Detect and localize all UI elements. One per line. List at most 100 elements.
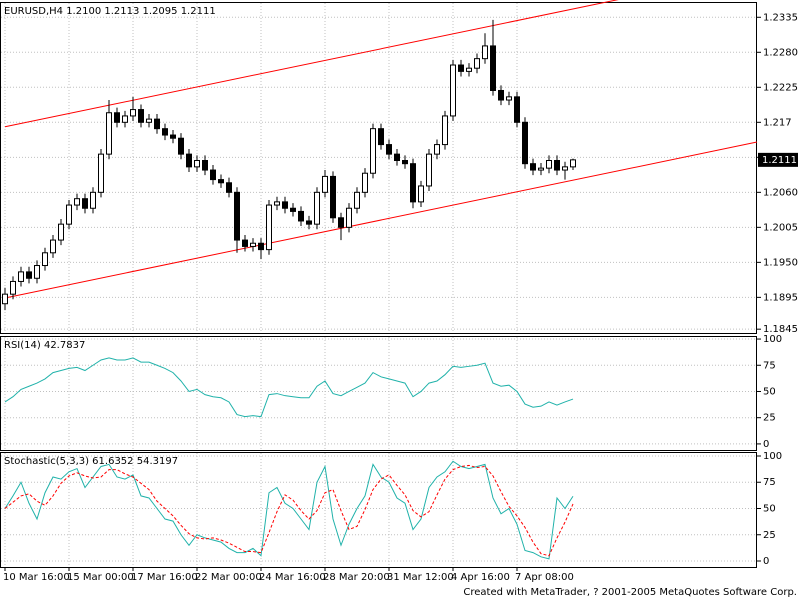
candle-body xyxy=(258,242,264,251)
y-tick-label: 25 xyxy=(763,530,776,541)
candle-body xyxy=(538,167,544,171)
y-tick-label: 1.217 xyxy=(763,117,792,128)
x-tick-label: 17 Mar 16:00 xyxy=(131,572,198,583)
y-tick-label: 1.1895 xyxy=(763,292,798,303)
candle-body xyxy=(314,191,320,225)
candle-body xyxy=(226,182,232,193)
indicator-line xyxy=(4,464,574,557)
candle-body xyxy=(242,239,248,247)
candle-body xyxy=(50,239,56,254)
candle-body xyxy=(490,45,496,91)
candle-body xyxy=(26,271,32,279)
candle-body xyxy=(346,207,352,228)
candle-body xyxy=(506,96,512,101)
candle-body xyxy=(426,153,432,187)
candle-body xyxy=(114,112,120,123)
candle-body xyxy=(218,179,224,184)
price-label-box xyxy=(758,152,798,167)
x-tick-label: 22 Mar 00:00 xyxy=(195,572,262,583)
candle-body xyxy=(458,64,464,72)
y-tick-label: 100 xyxy=(763,334,782,345)
y-tick-label: 1.1950 xyxy=(763,257,798,268)
candle-body xyxy=(34,265,40,279)
x-tick-label: 28 Mar 20:00 xyxy=(323,572,390,583)
pane-border xyxy=(0,336,757,451)
y-tick-label: 0 xyxy=(763,556,769,567)
candle-body xyxy=(154,118,160,130)
candle-body xyxy=(250,242,256,247)
candle-body xyxy=(210,169,216,181)
candle-body xyxy=(394,153,400,161)
price-label: 1.2111 xyxy=(762,155,797,166)
candle-body xyxy=(130,109,136,117)
x-tick-label: 31 Mar 12:00 xyxy=(387,572,454,583)
pane-title: Stochastic(5,3,3) 61.6352 54.3197 xyxy=(4,456,178,467)
x-tick-label: 10 Mar 16:00 xyxy=(3,572,70,583)
y-tick-label: 1.2335 xyxy=(763,12,798,23)
candle-body xyxy=(562,166,568,171)
x-tick-label: 4 Apr 16:00 xyxy=(451,572,510,583)
candle-body xyxy=(202,159,208,171)
y-tick-label: 1.1845 xyxy=(763,324,798,335)
candle-body xyxy=(450,64,456,117)
y-tick-label: 75 xyxy=(763,477,776,488)
candle-body xyxy=(570,159,576,168)
candle-body xyxy=(290,207,296,212)
candle-body xyxy=(498,89,504,101)
y-tick-label: 1.2225 xyxy=(763,82,798,93)
candle-body xyxy=(378,128,384,146)
y-tick-label: 100 xyxy=(763,451,782,462)
trendline xyxy=(4,141,758,299)
candle-body xyxy=(162,128,168,136)
candle-body xyxy=(82,198,88,209)
candle-body xyxy=(514,96,520,123)
candle-body xyxy=(402,159,408,165)
candle-body xyxy=(178,137,184,155)
candle-body xyxy=(2,293,8,305)
y-tick-label: 50 xyxy=(763,504,776,515)
y-tick-label: 50 xyxy=(763,386,776,397)
candle-body xyxy=(434,144,440,155)
candle-body xyxy=(186,153,192,168)
pane-border xyxy=(0,2,757,334)
footer: Created with MetaTrader, ? 2001-2005 Met… xyxy=(463,587,797,598)
candle-body xyxy=(274,201,280,206)
candle-body xyxy=(10,280,16,295)
candle-body xyxy=(18,271,24,282)
candle-body xyxy=(546,159,552,169)
candle-body xyxy=(138,109,144,123)
candle-body xyxy=(338,217,344,228)
candle-body xyxy=(322,175,328,193)
candle-body xyxy=(362,172,368,193)
candle-body xyxy=(74,198,80,206)
candle-body xyxy=(530,163,536,171)
candle-body xyxy=(266,204,272,251)
candle-body xyxy=(418,185,424,203)
candle-body xyxy=(42,252,48,267)
candle-body xyxy=(554,159,560,171)
x-tick-label: 7 Apr 08:00 xyxy=(515,572,574,583)
candle-body xyxy=(354,191,360,209)
indicator-line xyxy=(4,460,574,560)
candle-body xyxy=(482,45,488,60)
y-tick-label: 1.2280 xyxy=(763,47,798,58)
candle-body xyxy=(442,115,448,146)
candle-body xyxy=(66,204,72,225)
candle-body xyxy=(170,134,176,139)
y-tick-label: 1.2060 xyxy=(763,187,798,198)
indicator-line xyxy=(4,357,574,418)
x-tick-label: 24 Mar 16:00 xyxy=(259,572,326,583)
y-tick-label: 75 xyxy=(763,360,776,371)
pane-border xyxy=(0,452,757,568)
candle-body xyxy=(466,67,472,72)
y-tick-label: 1.2005 xyxy=(763,222,798,233)
candle-body xyxy=(234,191,240,241)
candle-body xyxy=(194,159,200,168)
trendline xyxy=(4,0,619,128)
pane-title: EURUSD,H4 1.2100 1.2113 1.2095 1.2111 xyxy=(4,6,216,17)
y-tick-label: 25 xyxy=(763,413,776,424)
candle-body xyxy=(106,112,112,155)
candle-body xyxy=(146,118,152,123)
